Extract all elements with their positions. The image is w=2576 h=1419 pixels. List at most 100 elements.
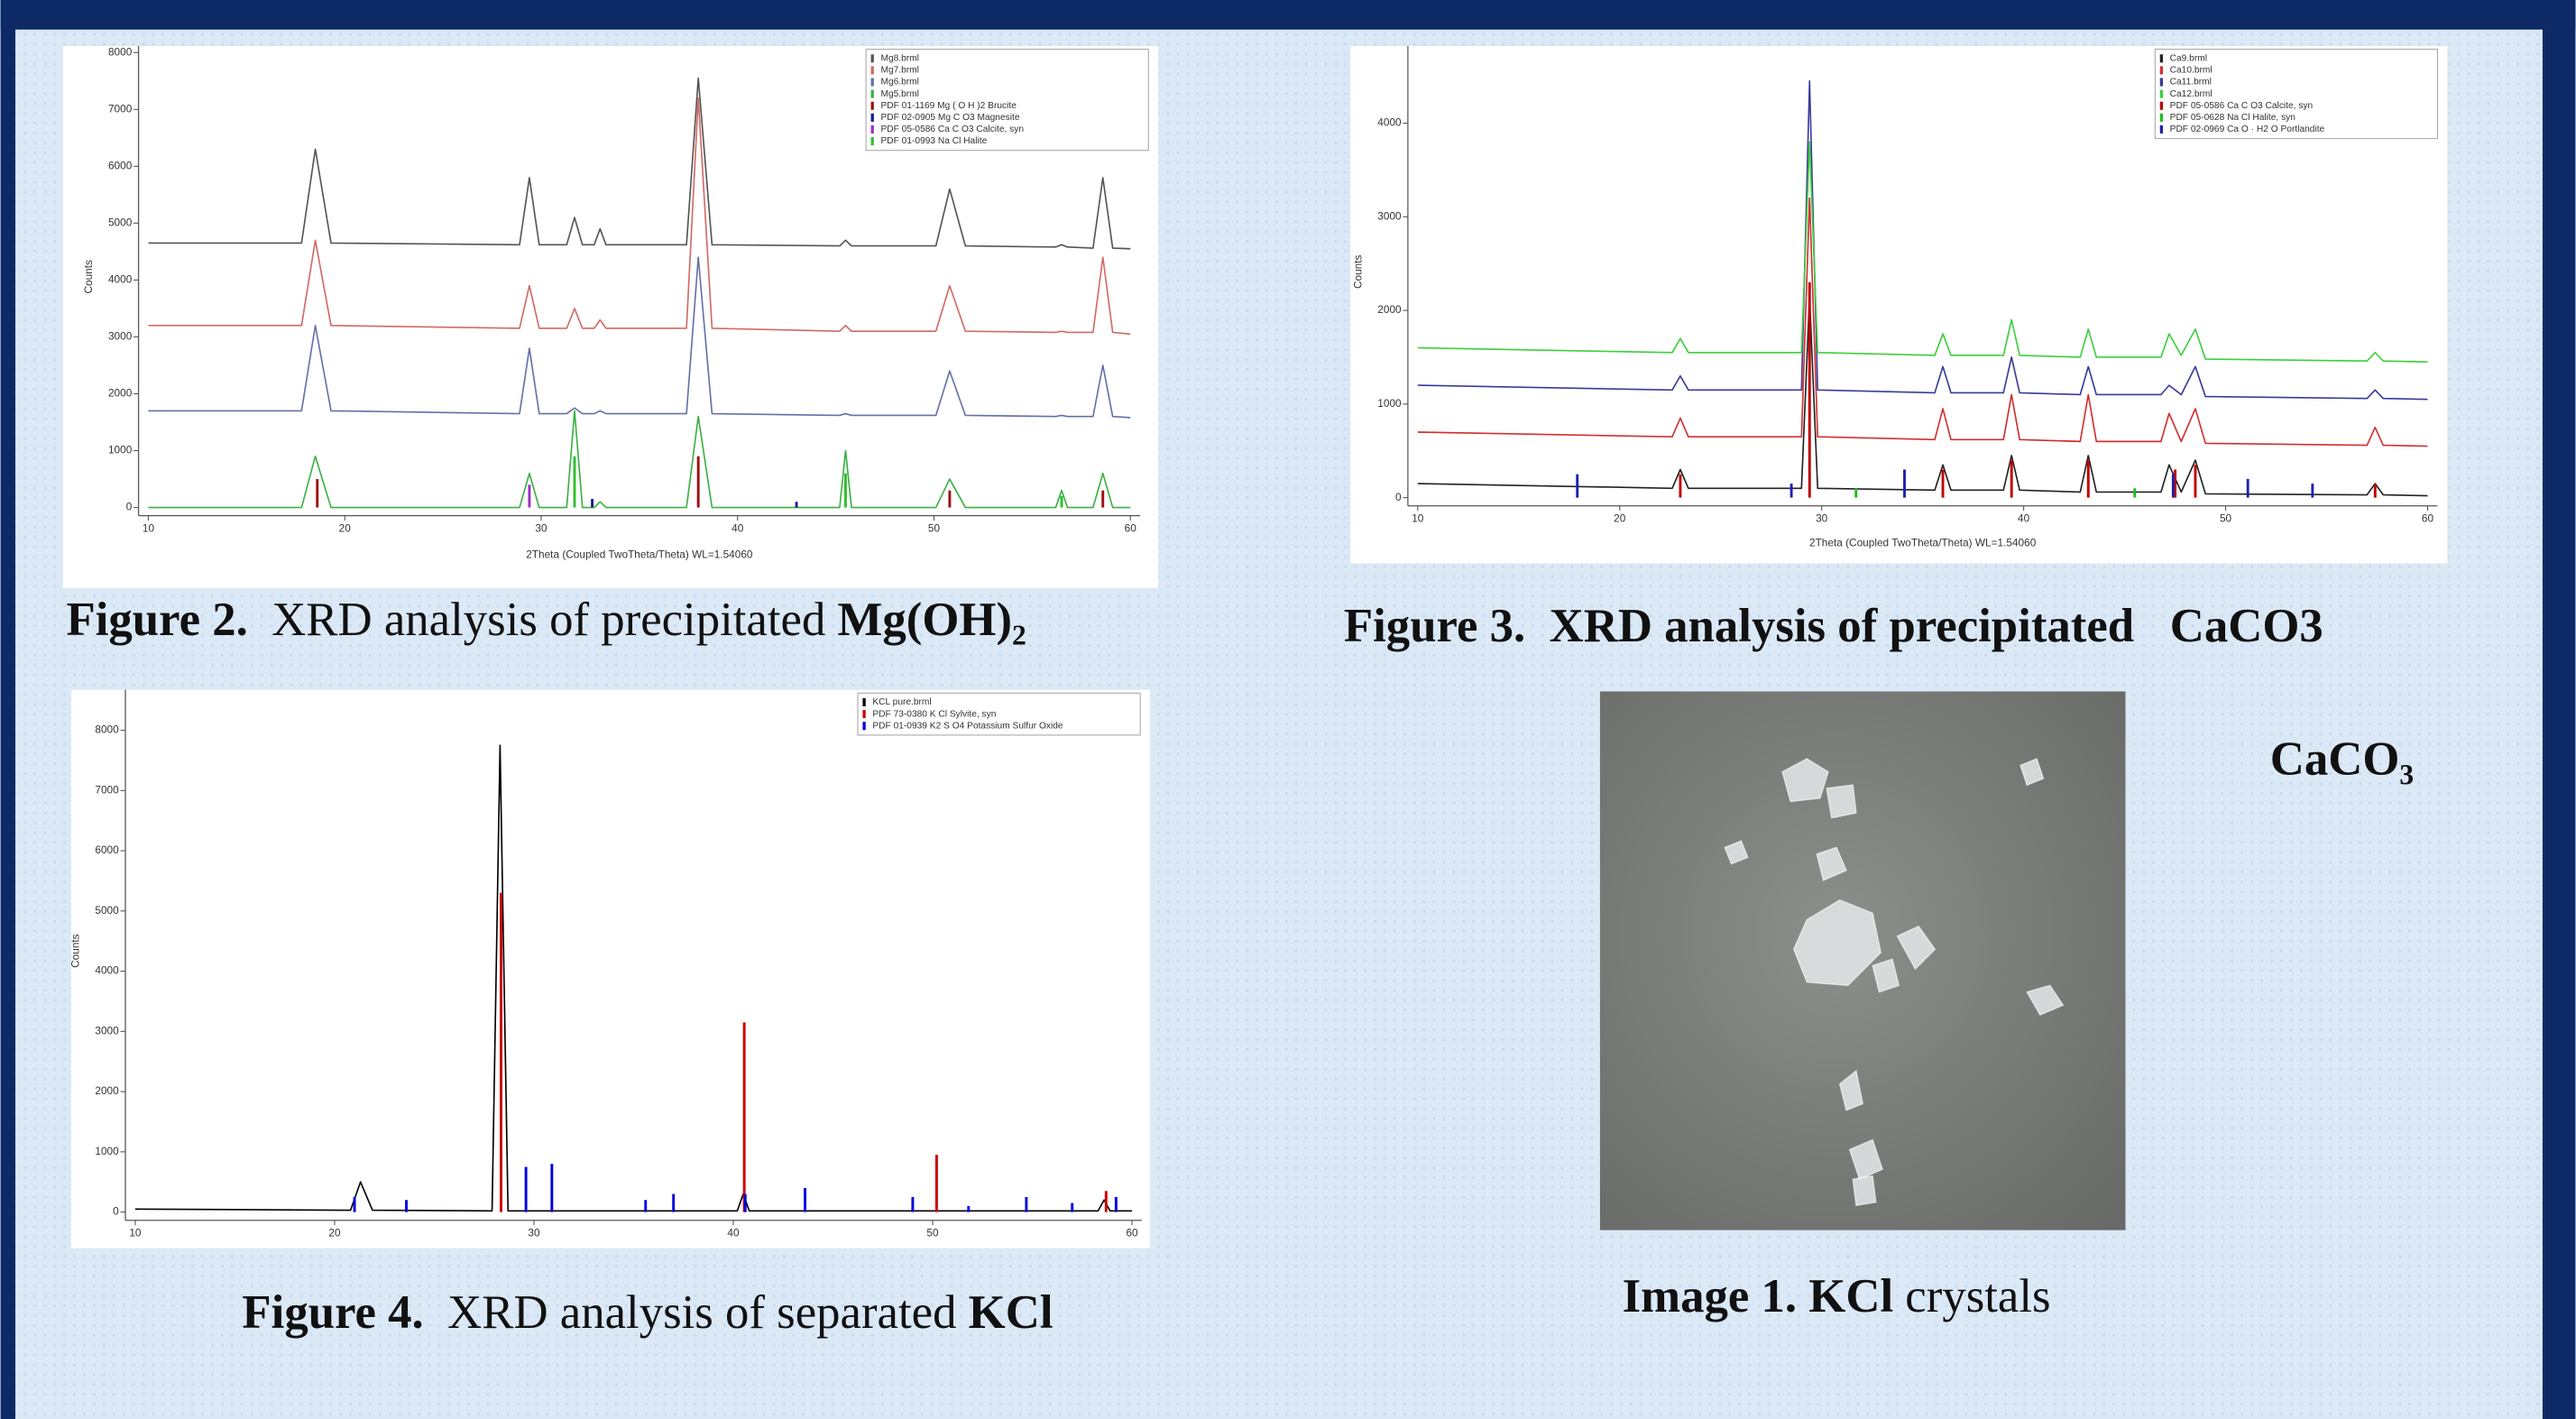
x-tick-label: 30 [1816, 511, 1828, 524]
caption-part: crystals [1893, 1270, 2050, 1322]
legend-swatch [2160, 114, 2163, 122]
y-tick-label: 3000 [108, 330, 133, 343]
legend-label: PDF 02-0905 Mg C O3 Magnesite [880, 113, 1019, 123]
image-caption: Image 1. KCl crystals [1623, 1270, 2051, 1322]
legend-label: Mg6.brml [880, 78, 918, 88]
y-axis-label: Counts [69, 934, 82, 968]
legend-label: Mg7.brml [880, 66, 918, 76]
legend-swatch [871, 137, 874, 145]
y-tick-label: 1000 [1377, 397, 1402, 410]
caption-part: Figure 2. [66, 594, 247, 646]
y-tick-label: 5000 [95, 904, 119, 917]
legend-swatch [2160, 90, 2163, 98]
x-tick-label: 60 [2422, 511, 2434, 524]
frame-top [1, 0, 2576, 30]
x-tick-label: 60 [1126, 1226, 1138, 1239]
y-tick-label: 0 [1395, 491, 1402, 503]
x-tick-label: 10 [1412, 511, 1424, 524]
caption-part: Mg(OH)₂ [838, 594, 1026, 646]
y-tick-label: 0 [126, 501, 133, 513]
legend-swatch [2160, 54, 2163, 62]
y-tick-label: 2000 [108, 387, 133, 400]
x-tick-label: 10 [143, 521, 155, 534]
x-tick-label: 20 [328, 1226, 341, 1239]
caption-part: Image 1. KCl [1623, 1270, 1894, 1322]
y-tick-label: 3000 [1377, 209, 1402, 222]
legend-label: PDF 02-0969 Ca O · H2 O Portlandite [2170, 124, 2325, 134]
x-tick-label: 50 [928, 521, 941, 534]
y-tick-label: 8000 [95, 723, 119, 736]
legend-label: Mg8.brml [880, 54, 918, 64]
photo [1600, 691, 2126, 1230]
legend-swatch [871, 102, 874, 110]
y-tick-label: 4000 [108, 273, 133, 286]
y-tick-label: 3000 [95, 1024, 119, 1037]
y-tick-label: 7000 [95, 783, 119, 796]
legend-swatch [871, 90, 874, 98]
y-tick-label: 6000 [108, 159, 133, 171]
x-tick-label: 30 [528, 1226, 540, 1239]
x-axis-label: 2Theta (Coupled TwoTheta/Theta) WL=1.540… [1809, 537, 2037, 549]
legend-label: Ca9.brml [2170, 54, 2207, 64]
caption-part: XRD analysis of precipitated [248, 594, 838, 646]
legend-swatch [871, 54, 874, 62]
legend-label: PDF 05-0586 Ca C O3 Calcite, syn [2170, 101, 2314, 111]
y-tick-label: 5000 [108, 216, 133, 228]
y-tick-label: 6000 [95, 843, 119, 856]
legend-label: PDF 05-0628 Na Cl Halite, syn [2170, 113, 2295, 123]
legend-swatch [862, 710, 865, 718]
x-tick-label: 40 [731, 521, 744, 534]
x-tick-label: 50 [2220, 511, 2232, 524]
legend-swatch [871, 125, 874, 134]
y-tick-label: 2000 [1377, 303, 1402, 316]
poster: CaCO₃ Image 1. KCl crystals 010002000300… [0, 0, 2576, 1419]
caption-part: Figure 4. [242, 1286, 423, 1339]
x-tick-label: 60 [1125, 521, 1137, 534]
y-axis-label: Counts [82, 260, 95, 294]
frame-left [1, 0, 15, 1419]
legend-label: Ca11.brml [2170, 78, 2212, 88]
x-tick-label: 40 [2018, 511, 2030, 524]
y-axis-label: Counts [1351, 254, 1364, 289]
legend-box [866, 50, 1148, 151]
caption-part: Figure 3. XRD analysis of precipitated C… [1344, 600, 2323, 652]
legend-label: PDF 01-0993 Na Cl Halite [880, 136, 987, 146]
legend-swatch [862, 722, 865, 730]
legend-swatch [2160, 102, 2163, 110]
y-tick-label: 1000 [108, 444, 133, 456]
legend-label: PDF 01-0939 K2 S O4 Potassium Sulfur Oxi… [872, 721, 1063, 731]
legend-label: Ca10.brml [2170, 66, 2213, 76]
legend-label: Mg5.brml [880, 89, 918, 99]
x-tick-label: 10 [129, 1226, 142, 1239]
legend-label: PDF 05-0586 Ca C O3 Calcite, syn [880, 124, 1024, 134]
x-tick-label: 40 [727, 1226, 740, 1239]
legend-label: PDF 73-0380 K Cl Sylvite, syn [872, 709, 996, 719]
caption-part: KCl [969, 1286, 1053, 1339]
y-tick-label: 4000 [1377, 116, 1402, 129]
caption-part: XRD analysis of separated [424, 1286, 969, 1339]
x-tick-label: 30 [535, 521, 547, 534]
legend-swatch [2160, 78, 2163, 86]
figure-caption: Figure 4. XRD analysis of separated KCl [242, 1286, 1053, 1339]
legend-swatch [871, 78, 874, 86]
y-tick-label: 0 [113, 1205, 119, 1218]
y-tick-label: 8000 [108, 45, 133, 58]
legend-label: Ca12.brml [2170, 89, 2213, 99]
legend-label: PDF 01-1169 Mg ( O H )2 Brucite [880, 101, 1017, 111]
legend-swatch [871, 114, 874, 122]
y-tick-label: 2000 [95, 1084, 119, 1097]
y-tick-label: 7000 [108, 102, 133, 115]
legend-swatch [2160, 125, 2163, 134]
legend-swatch [871, 66, 874, 74]
side-label: CaCO₃ [2270, 733, 2415, 786]
x-axis-label: 2Theta (Coupled TwoTheta/Theta) WL=1.540… [526, 548, 753, 560]
frame-right [2543, 0, 2575, 1419]
legend-swatch [862, 698, 865, 706]
plot-area [71, 690, 1150, 1249]
x-tick-label: 50 [926, 1226, 939, 1239]
figure-caption: Figure 2. XRD analysis of precipitated M… [66, 594, 1026, 646]
y-tick-label: 1000 [95, 1145, 119, 1157]
